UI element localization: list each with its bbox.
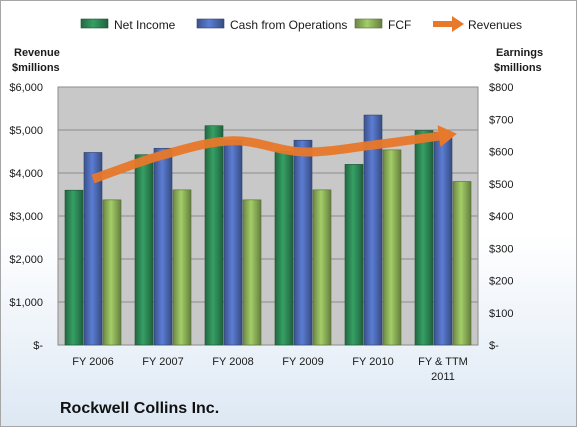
left-tick-label: $6,000 xyxy=(9,82,43,94)
category-label: FY 2008 xyxy=(212,356,253,368)
bar-cash-from-operations xyxy=(363,114,383,346)
category-label: FY & TTM xyxy=(418,356,468,368)
tick-labels: $- $1,000 $2,000 $3,000 $4,000 $5,000 $6,000 $-… xyxy=(9,82,513,352)
legend-swatch xyxy=(196,18,225,29)
bar-fcf xyxy=(172,189,192,346)
left-tick-label: $4,000 xyxy=(9,168,43,180)
left-axis-title-line1: Revenue xyxy=(14,47,60,59)
category-label: FY 2010 xyxy=(352,356,393,368)
right-tick-label: $500 xyxy=(489,179,513,191)
category-label: FY 2009 xyxy=(282,356,323,368)
bar-fcf xyxy=(312,189,332,346)
revenue-line xyxy=(91,125,457,184)
bar-cash-from-operations xyxy=(83,152,103,346)
revenue-line-path xyxy=(91,131,444,184)
left-tick-label: $5,000 xyxy=(9,125,43,137)
legend-label: Net Income xyxy=(114,18,176,32)
right-tick-label: $700 xyxy=(489,114,513,126)
right-tick-label: $- xyxy=(489,340,499,352)
bar-net-income xyxy=(274,151,294,346)
bar-fcf xyxy=(382,149,402,346)
plot-border xyxy=(57,86,479,346)
bar-net-income xyxy=(204,125,224,346)
legend-label: Cash from Operations xyxy=(230,18,347,32)
legend-arrow xyxy=(452,16,464,32)
category-label: FY 2007 xyxy=(142,356,183,368)
right-tick-label: $800 xyxy=(489,82,513,94)
left-tick-label: $- xyxy=(33,340,43,352)
bar-fcf xyxy=(102,199,122,346)
left-tick-label: $1,000 xyxy=(9,297,43,309)
right-tick-label: $300 xyxy=(489,243,513,255)
legend: Net Income Cash from Operations FCF Revenue… xyxy=(80,16,522,32)
right-tick-label: $400 xyxy=(489,211,513,223)
bar-net-income xyxy=(134,154,154,346)
category-label: FY 2006 xyxy=(72,356,113,368)
right-tick-label: $100 xyxy=(489,308,513,320)
legend-swatch xyxy=(354,18,383,29)
legend-label: FCF xyxy=(388,18,411,32)
revenue-arrow-head xyxy=(437,125,457,148)
bar-cash-from-operations xyxy=(433,131,453,346)
bar-fcf xyxy=(452,181,472,346)
bars xyxy=(64,114,472,346)
bar-net-income xyxy=(344,164,364,346)
left-tick-label: $3,000 xyxy=(9,211,43,223)
grid-lines xyxy=(57,86,479,346)
bar-cash-from-operations xyxy=(223,139,243,346)
bar-cash-from-operations xyxy=(293,139,313,346)
right-axis-title-line1: Earnings xyxy=(496,47,543,59)
chart-title: Rockwell Collins Inc. xyxy=(60,400,219,417)
category-labels: FY 2006 FY 2007 FY 2008 FY 2009 FY 2010 FY & … xyxy=(72,356,468,383)
bar-fcf xyxy=(242,199,262,346)
bar-net-income xyxy=(414,130,434,346)
category-label: 2011 xyxy=(431,371,455,383)
right-tick-label: $200 xyxy=(489,276,513,288)
legend-swatch xyxy=(80,18,109,29)
bar-cash-from-operations xyxy=(153,147,173,346)
right-tick-label: $600 xyxy=(489,147,513,159)
legend-label: Revenues xyxy=(468,18,522,32)
left-axis-title-line2: $millions xyxy=(12,62,60,74)
left-tick-label: $2,000 xyxy=(9,254,43,266)
right-axis-title-line2: $millions xyxy=(494,62,542,74)
bar-net-income xyxy=(64,189,84,346)
